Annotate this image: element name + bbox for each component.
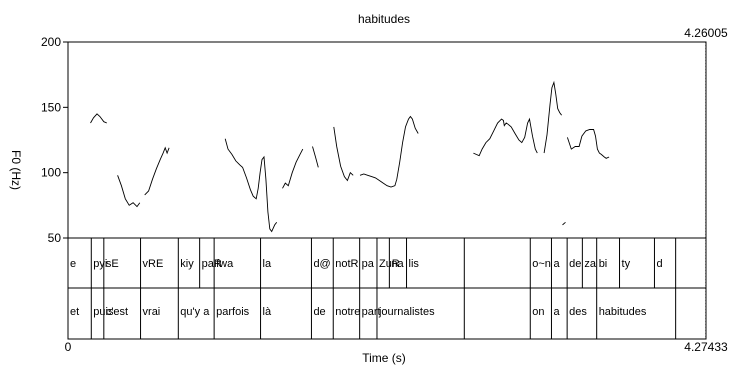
phones-label: d@ xyxy=(313,258,330,270)
words-label: de xyxy=(313,306,325,318)
phones-label: fwa xyxy=(216,258,234,270)
phones-label: vRE xyxy=(143,258,164,270)
words-label: qu'y a xyxy=(180,306,210,318)
pitch-segment xyxy=(312,146,319,168)
phones-label: ty xyxy=(622,258,631,270)
pitch-segment xyxy=(144,146,170,196)
y-tick-label: 50 xyxy=(48,231,62,245)
y-axis: 50 100 150 200 xyxy=(41,35,68,245)
y-tick-label: 150 xyxy=(41,100,61,114)
phones-label: notR xyxy=(335,258,358,270)
words-label: parfois xyxy=(216,306,250,318)
phones-label: sE xyxy=(106,258,119,270)
pitch-segment xyxy=(359,115,419,188)
phones-label: e xyxy=(70,258,76,270)
plot-frame xyxy=(67,41,707,340)
phones-label: o~n xyxy=(532,258,551,270)
pitch-segment xyxy=(90,113,107,124)
pitch-segment xyxy=(543,80,562,154)
phones-label: a xyxy=(553,258,560,270)
words-label: c'est xyxy=(106,306,128,318)
phones-label: pa xyxy=(362,258,375,270)
phones-label: kiy xyxy=(180,258,194,270)
phones-label: bi xyxy=(599,258,608,270)
x-axis-label: Time (s) xyxy=(362,351,406,365)
pitch-segment xyxy=(282,148,304,189)
pitch-contour xyxy=(90,80,610,233)
x-tick-label-start: 0 xyxy=(65,340,72,354)
pitch-segment xyxy=(333,126,354,182)
y-tick-label: 100 xyxy=(41,166,61,180)
phones-label: d xyxy=(656,258,662,270)
pitch-segment xyxy=(473,117,538,157)
phones-label: de xyxy=(569,258,581,270)
phones-label: za xyxy=(584,258,597,270)
words-label: des xyxy=(569,306,587,318)
phones-label: lis xyxy=(409,258,420,270)
phones-label: na xyxy=(391,258,404,270)
pitch-segment xyxy=(224,138,278,233)
words-label: notre xyxy=(335,306,360,318)
y-axis-label: F0 (Hz) xyxy=(9,150,23,190)
words-label: on xyxy=(532,306,544,318)
words-label: là xyxy=(263,306,272,318)
phones-label: la xyxy=(263,258,272,270)
pitch-segment xyxy=(566,129,610,159)
pitch-segment xyxy=(562,221,566,226)
pitch-segment xyxy=(117,175,141,208)
words-label: part xyxy=(362,306,381,318)
x-tick-label-end: 4.27433 xyxy=(684,340,728,354)
phones-label: paR xyxy=(202,258,222,270)
words-label: habitudes xyxy=(599,306,647,318)
y-tick-label: 200 xyxy=(41,35,61,49)
words-label: a xyxy=(553,306,560,318)
chart-title: habitudes xyxy=(358,12,410,26)
words-label: journalistes xyxy=(378,306,435,318)
words-label: vrai xyxy=(143,306,161,318)
words-label: et xyxy=(70,306,79,318)
cursor-time-label: 4.26005 xyxy=(684,26,728,40)
